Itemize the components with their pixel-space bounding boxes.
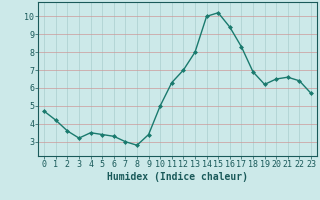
X-axis label: Humidex (Indice chaleur): Humidex (Indice chaleur) <box>107 172 248 182</box>
